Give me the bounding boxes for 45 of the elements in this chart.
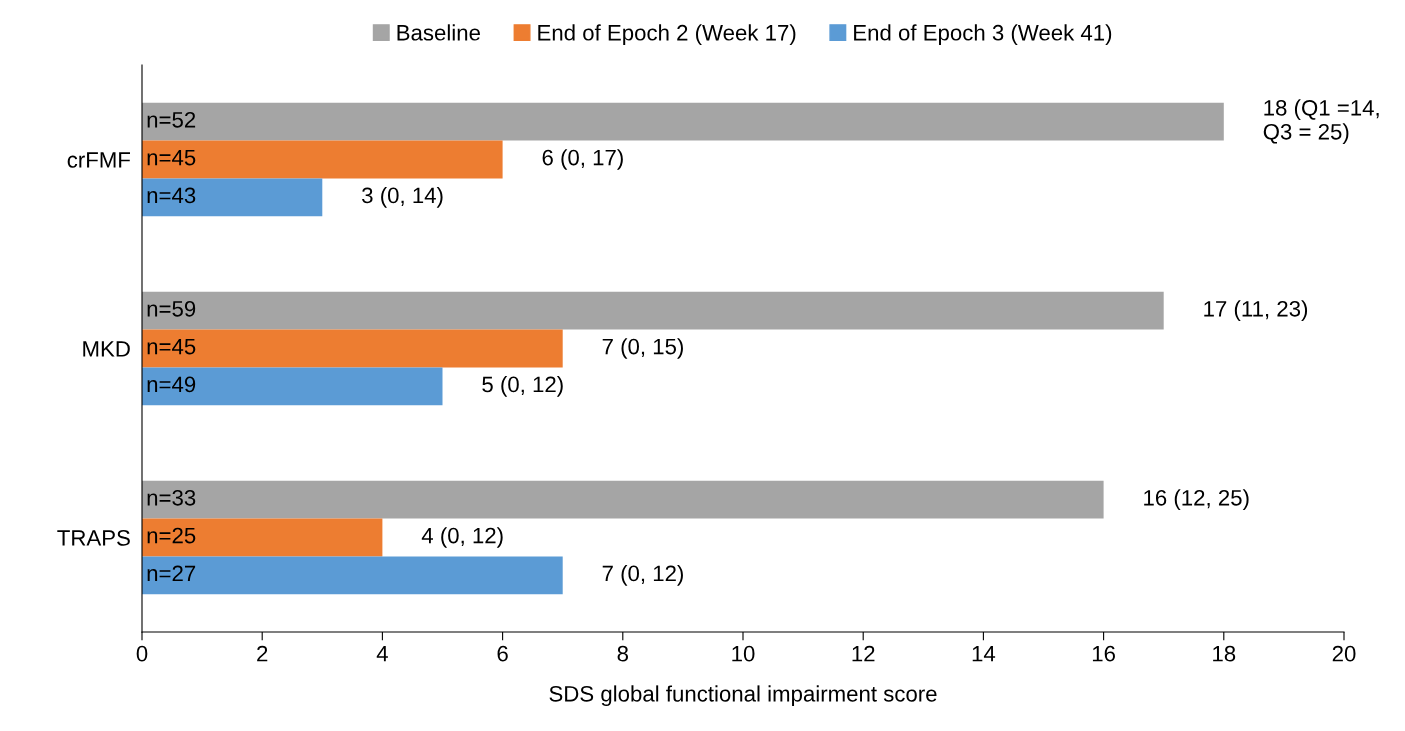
annotation: n=43 — [147, 187, 196, 204]
x-tick-label: 8 — [617, 645, 629, 662]
annotation: n=59 — [147, 300, 196, 317]
x-tick-label: 14 — [972, 646, 996, 662]
legend-label: End of Epoch 2 (Week 17) — [538, 24, 796, 45]
legend-label: End of Epoch 3 (Week 41) — [854, 24, 1112, 45]
x-tick-label: 18 — [1213, 645, 1236, 662]
x-axis-title: SDS global functional impairment score — [549, 685, 937, 707]
bar — [142, 178, 323, 217]
data-label: 17 (11, 23) — [1204, 300, 1308, 322]
legend-label: Baseline — [397, 24, 480, 41]
bar — [142, 102, 1224, 141]
annotation: n=45 — [147, 338, 196, 355]
data-label: 7 (0, 15) — [602, 338, 683, 359]
annotation: n=33 — [147, 489, 196, 506]
annotation: n=49 — [147, 376, 196, 393]
x-tick-label: 16 — [1092, 645, 1115, 662]
annotation: n=25 — [147, 527, 196, 544]
data-label: 3 (0, 14) — [362, 186, 443, 208]
data-label: 7 (0, 12) — [602, 564, 683, 586]
x-tick-label: 0 — [136, 645, 148, 662]
annotation: n=27 — [147, 565, 196, 582]
x-tick-label: 6 — [497, 645, 508, 662]
x-tick-label: 10 — [732, 645, 755, 662]
bar — [142, 291, 1164, 330]
annotation: n=45 — [147, 149, 196, 166]
data-label: 16 (12, 25) — [1144, 489, 1249, 511]
bar — [142, 480, 1104, 519]
x-tick-label: 12 — [852, 645, 875, 662]
x-tick-label: 20 — [1332, 645, 1356, 662]
data-label: 18 (Q1 =14, Q3 = 25) — [1263, 99, 1379, 145]
bar — [142, 367, 443, 406]
y-tick-label: TRAPS — [57, 530, 130, 546]
bar — [142, 556, 563, 595]
bar — [142, 329, 563, 368]
y-tick-label: crFMF — [67, 152, 130, 168]
bar — [142, 518, 383, 557]
data-label: 5 (0, 12) — [482, 375, 563, 397]
x-tick-label: 4 — [376, 646, 388, 662]
y-tick-label: MKD — [83, 341, 130, 357]
annotation: n=52 — [147, 111, 196, 128]
x-tick-label: 2 — [257, 645, 268, 662]
data-label: 4 (0, 12) — [421, 527, 503, 548]
data-label: 6 (0, 17) — [542, 149, 623, 170]
bar — [142, 140, 503, 179]
